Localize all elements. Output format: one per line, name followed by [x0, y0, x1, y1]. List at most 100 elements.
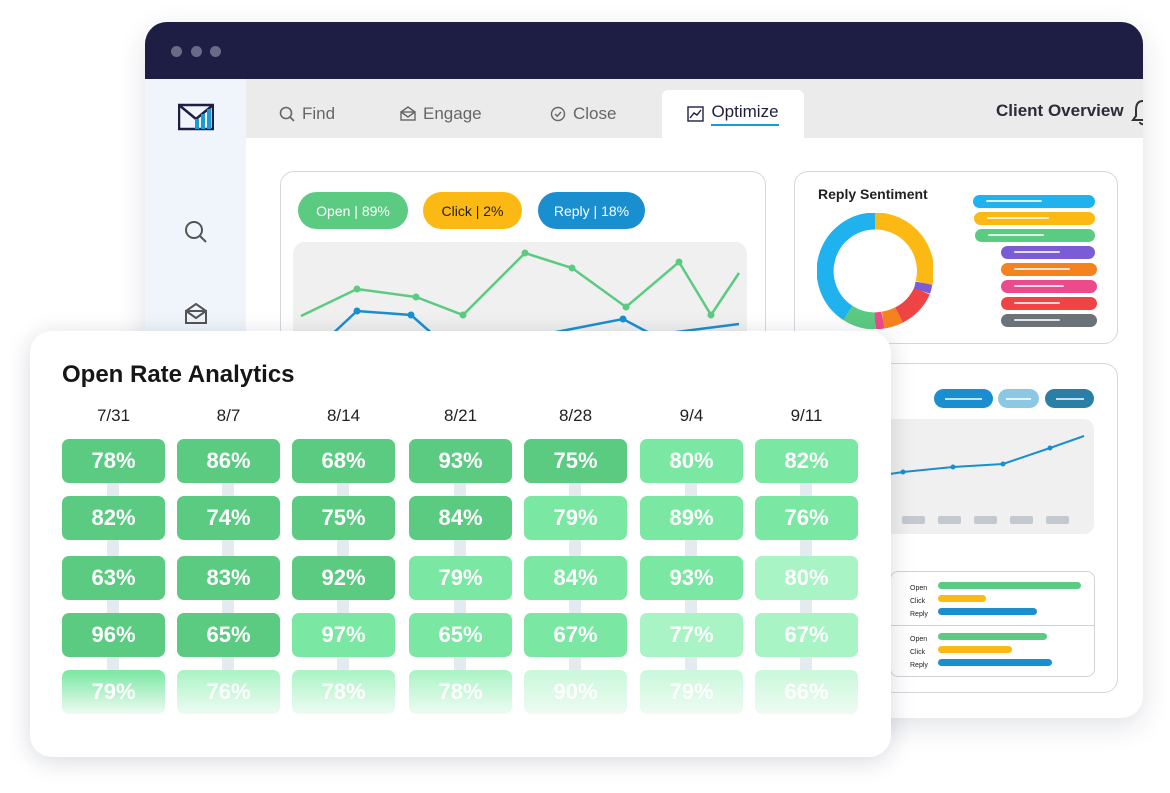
- open-rate-cell[interactable]: 93%: [640, 556, 743, 600]
- open-rate-cell[interactable]: 65%: [177, 613, 280, 657]
- open-rate-cell[interactable]: 79%: [409, 556, 512, 600]
- date-column-header: 9/11: [790, 406, 823, 425]
- sentiment-bar: [1001, 263, 1097, 276]
- open-rate-cell[interactable]: 96%: [62, 613, 165, 657]
- open-rate-cell[interactable]: 63%: [62, 556, 165, 600]
- window-dot[interactable]: [191, 46, 202, 57]
- filter-pill[interactable]: [1045, 389, 1094, 408]
- donut-segment: [874, 311, 885, 329]
- donut-segment: [817, 213, 876, 321]
- open-rate-cell[interactable]: 93%: [409, 439, 512, 483]
- open-rate-cell[interactable]: 75%: [524, 439, 627, 483]
- date-column-header: 8/7: [216, 406, 241, 425]
- open-rate-cell[interactable]: 77%: [640, 613, 743, 657]
- tab-close[interactable]: Close: [550, 90, 616, 138]
- mini-bar-label: Click: [910, 598, 926, 605]
- trend-point: [900, 469, 906, 475]
- axis-label-placeholder: [938, 516, 961, 524]
- donut-segment: [881, 307, 903, 329]
- trend-point: [1047, 445, 1053, 451]
- open-series-point: [521, 249, 529, 257]
- open-rate-cell[interactable]: 67%: [755, 613, 858, 657]
- open-rate-cell[interactable]: 82%: [62, 496, 165, 540]
- app-logo[interactable]: [178, 103, 214, 131]
- sentiment-bar: [975, 229, 1095, 242]
- envelope-icon: [400, 106, 416, 121]
- open-rate-cell[interactable]: 92%: [292, 556, 395, 600]
- date-column-header: 9/4: [679, 406, 704, 425]
- open-rate-cell[interactable]: 74%: [177, 496, 280, 540]
- filter-pill[interactable]: [934, 389, 993, 408]
- reply-series-point: [619, 315, 627, 323]
- open-rate-cell[interactable]: 78%: [62, 439, 165, 483]
- open-rate-analytics-panel: Open Rate Analytics 7/31 8/7 8/14 8/21 8/28 9…: [30, 331, 891, 757]
- window-dot[interactable]: [171, 46, 182, 57]
- open-series-point: [459, 311, 467, 319]
- open-rate-cell[interactable]: 66%: [755, 670, 858, 714]
- donut-segment: [894, 287, 930, 323]
- open-rate-cell[interactable]: 76%: [177, 670, 280, 714]
- open-rate-cell[interactable]: 79%: [640, 670, 743, 714]
- trend-point: [950, 464, 956, 470]
- open-rate-cell[interactable]: 65%: [409, 613, 512, 657]
- trend-chart-icon: [687, 106, 705, 122]
- open-series-point: [675, 258, 683, 266]
- open-rate-cell[interactable]: 97%: [292, 613, 395, 657]
- mini-bar-label: Open: [910, 585, 928, 592]
- open-rate-pill[interactable]: Open | 89%: [298, 192, 408, 229]
- tab-engage[interactable]: Engage: [400, 90, 482, 138]
- open-rate-cell[interactable]: 67%: [524, 613, 627, 657]
- open-series-point: [412, 293, 420, 301]
- reply-series-point: [407, 311, 415, 319]
- tab-label: Optimize: [711, 102, 779, 126]
- open-rate-cell[interactable]: 75%: [292, 496, 395, 540]
- open-rate-cell[interactable]: 80%: [755, 556, 858, 600]
- date-column-header: 8/28: [558, 406, 593, 425]
- sentiment-bar: [1001, 280, 1097, 293]
- mini-bar-label: Reply: [910, 662, 928, 669]
- tab-find[interactable]: Find: [279, 90, 335, 138]
- trend-point: [1000, 461, 1006, 467]
- open-rate-cell[interactable]: 83%: [177, 556, 280, 600]
- sentiment-bar: [1001, 246, 1095, 259]
- axis-label-placeholder: [1046, 516, 1069, 524]
- sentiment-bar: [973, 195, 1095, 208]
- bell-icon[interactable]: [1130, 97, 1143, 127]
- open-rate-cell[interactable]: 84%: [409, 496, 512, 540]
- envelope-icon[interactable]: [183, 301, 209, 327]
- mini-bar-click: [938, 595, 986, 602]
- date-column-header: 7/31: [96, 406, 131, 425]
- open-rate-cell[interactable]: 79%: [62, 670, 165, 714]
- open-rate-cell[interactable]: 79%: [524, 496, 627, 540]
- tab-optimize[interactable]: Optimize: [662, 90, 804, 138]
- donut-segment: [874, 213, 933, 286]
- open-rate-cell[interactable]: 90%: [524, 670, 627, 714]
- sentiment-bar: [1001, 314, 1097, 327]
- date-column-header: 8/14: [326, 406, 361, 425]
- filter-pill[interactable]: [998, 389, 1039, 408]
- donut-segment: [913, 281, 933, 294]
- window-dot[interactable]: [210, 46, 221, 57]
- search-icon[interactable]: [183, 219, 209, 245]
- open-rate-cell[interactable]: 68%: [292, 439, 395, 483]
- sentiment-bar: [1001, 297, 1097, 310]
- open-rate-cell[interactable]: 82%: [755, 439, 858, 483]
- sentiment-donut-chart: [817, 213, 933, 329]
- axis-label-placeholder: [974, 516, 997, 524]
- open-rate-cell[interactable]: 80%: [640, 439, 743, 483]
- reply-rate-pill[interactable]: Reply | 18%: [538, 192, 645, 229]
- open-rate-cell[interactable]: 86%: [177, 439, 280, 483]
- open-series-point: [622, 303, 630, 311]
- click-rate-pill[interactable]: Click | 2%: [423, 192, 522, 229]
- mini-bar-reply: [938, 659, 1052, 666]
- open-rate-cell[interactable]: 76%: [755, 496, 858, 540]
- open-series-point: [707, 311, 715, 319]
- open-rate-cell[interactable]: 84%: [524, 556, 627, 600]
- open-rate-cell[interactable]: 78%: [409, 670, 512, 714]
- open-rate-cell[interactable]: 78%: [292, 670, 395, 714]
- open-rate-cell[interactable]: 89%: [640, 496, 743, 540]
- mini-bar-click: [938, 646, 1012, 653]
- client-overview-label[interactable]: Client Overview: [996, 101, 1124, 120]
- mini-bar-open: [938, 633, 1047, 640]
- tab-bar: Find Engage Close Optimize Client Over: [246, 79, 1143, 138]
